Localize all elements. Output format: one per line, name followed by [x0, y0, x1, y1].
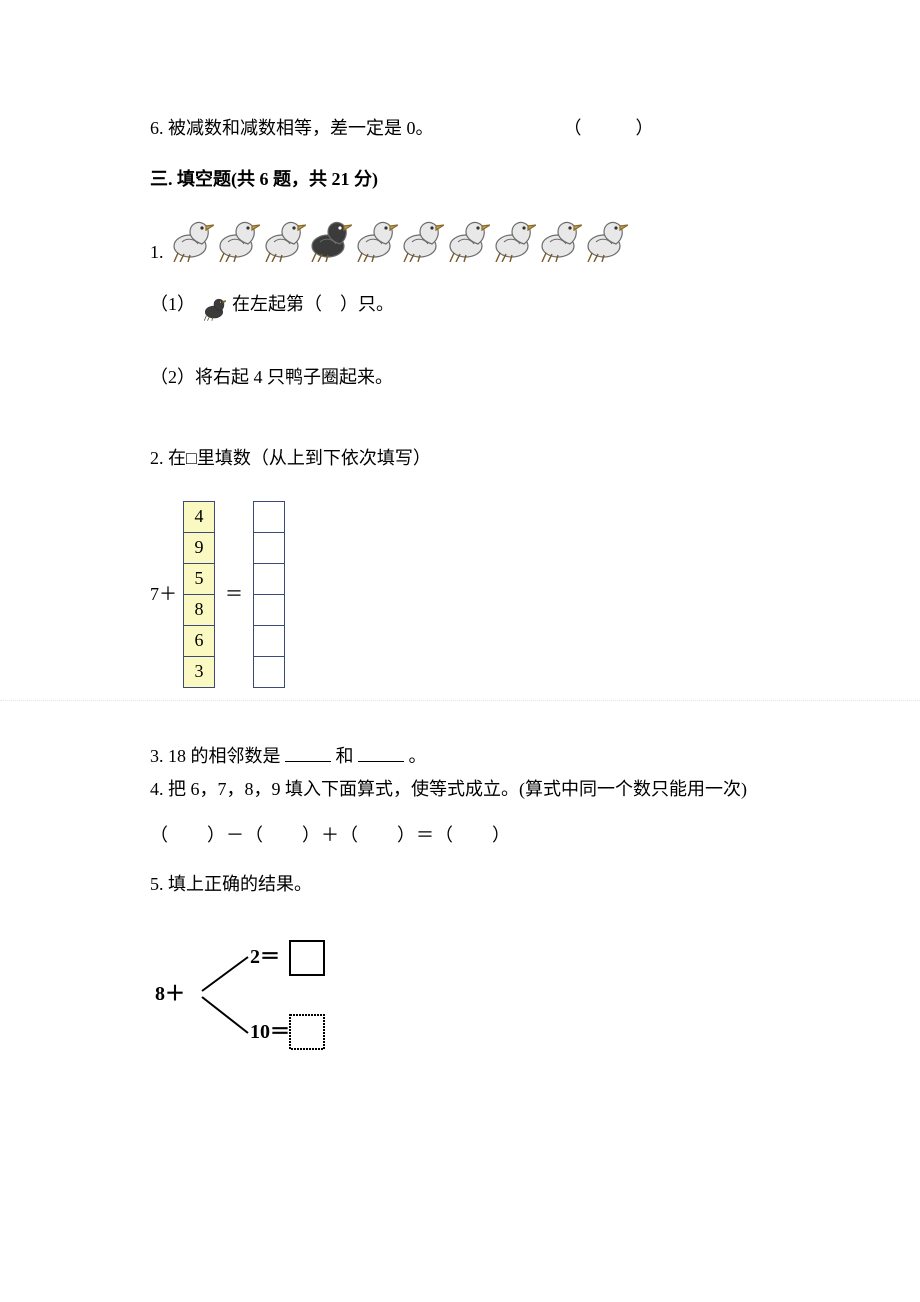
q1-sub1: （1） 在左起第（ ）只。	[150, 290, 770, 321]
q2-prefix: 7＋	[150, 580, 177, 609]
q1-label: 1.	[150, 238, 164, 271]
q3-prefix: 3. 18 的相邻数是	[150, 746, 281, 766]
q5-figure: 8＋ 2＝ 10＝	[150, 935, 770, 1064]
svg-text:10＝: 10＝	[250, 1021, 290, 1043]
grid-cell: 6	[183, 625, 215, 657]
grid-cell	[253, 532, 285, 564]
q2-equals: ＝	[225, 580, 243, 609]
q3-blank-1	[285, 744, 331, 762]
q3-blank-2	[358, 744, 404, 762]
q2-text: 2. 在□里填数（从上到下依次填写）	[150, 444, 770, 473]
duck-icon	[216, 208, 260, 262]
grid-cell: 5	[183, 563, 215, 595]
grid-cell: 9	[183, 532, 215, 564]
q1-sub1-suffix: 在左起第（ ）只。	[232, 294, 394, 314]
section-3-header: 三. 填空题(共 6 题，共 21 分)	[150, 165, 770, 194]
q2-right-column	[253, 501, 285, 688]
duck-icon	[354, 208, 398, 262]
question-5: 5. 填上正确的结果。	[150, 870, 770, 899]
page-dotted-rule	[0, 700, 920, 701]
q6-text: 6. 被减数和减数相等，差一定是 0。	[150, 114, 434, 143]
duck-icon	[308, 208, 352, 262]
q3-suffix: 。	[409, 746, 427, 766]
grid-cell	[253, 656, 285, 688]
q1-ducks-row: 1.	[150, 208, 770, 271]
question-2: 2. 在□里填数（从上到下依次填写） 7＋ 495863 ＝	[150, 444, 770, 688]
q2-grid: 7＋ 495863 ＝	[150, 501, 770, 688]
small-duck-icon	[202, 291, 226, 321]
q5-main-label: 8＋	[155, 983, 185, 1005]
duck-icon	[170, 208, 214, 262]
duck-icon	[262, 208, 306, 262]
question-4: 4. 把 6，7，8，9 填入下面算式，使等式成立。(算式中同一个数只能用一次)	[150, 775, 770, 804]
q5-top-box	[290, 941, 324, 975]
duck-icon	[400, 208, 444, 262]
grid-cell: 8	[183, 594, 215, 626]
q3-mid: 和	[336, 746, 354, 766]
duck-icon	[584, 208, 628, 262]
grid-cell	[253, 594, 285, 626]
duck-icon	[538, 208, 582, 262]
q6-answer-paren: （ ）	[564, 114, 660, 143]
duck-icon	[492, 208, 536, 262]
q1-sub2: （2）将右起 4 只鸭子圈起来。	[150, 363, 770, 392]
grid-cell: 3	[183, 656, 215, 688]
grid-cell	[253, 563, 285, 595]
duck-icon	[446, 208, 490, 262]
grid-cell: 4	[183, 501, 215, 533]
svg-text:2＝: 2＝	[250, 946, 280, 968]
q4-equation: （ ）－（ ）＋（ ）＝（ ）	[150, 821, 770, 850]
q5-bottom-box	[290, 1015, 324, 1049]
grid-cell	[253, 501, 285, 533]
grid-cell	[253, 625, 285, 657]
question-6: 6. 被减数和减数相等，差一定是 0。 （ ）	[150, 114, 770, 143]
question-3: 3. 18 的相邻数是 和 。	[150, 742, 770, 771]
q2-left-column: 495863	[183, 501, 215, 688]
q4-text: 4. 把 6，7，8，9 填入下面算式，使等式成立。(算式中同一个数只能用一次)	[150, 779, 747, 799]
q1-sub1-prefix: （1）	[150, 294, 195, 314]
